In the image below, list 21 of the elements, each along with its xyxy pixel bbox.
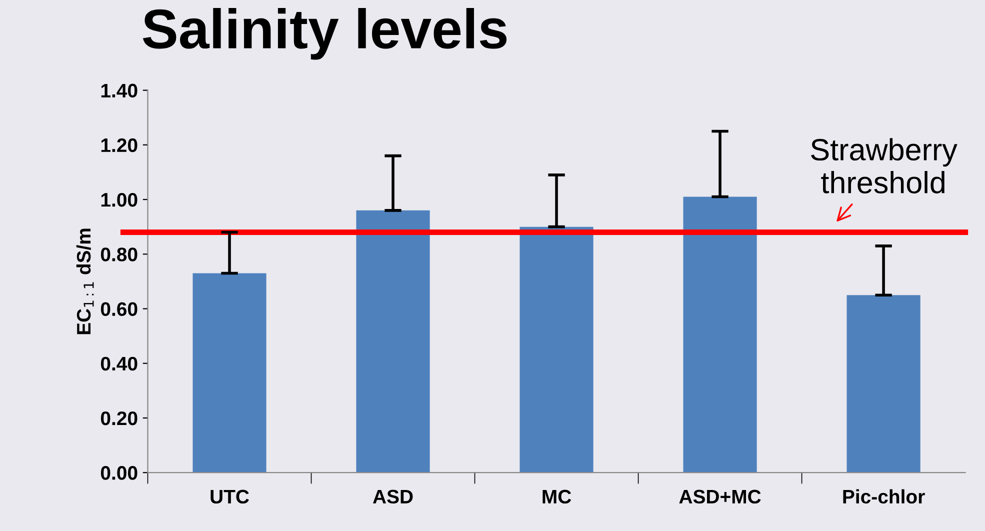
x-tick-label: ASD+MC	[679, 490, 761, 504]
y-tick-label: 0.20	[100, 411, 138, 426]
x-tick-label: UTC	[210, 490, 249, 504]
bar	[356, 210, 430, 473]
y-tick-label: 0.80	[100, 248, 138, 262]
x-tick-label: MC	[542, 490, 572, 504]
bar	[520, 226, 594, 473]
y-tick-label: 0.60	[100, 302, 138, 316]
x-tick-label: ASD	[372, 490, 413, 504]
y-tick-label: 1.20	[101, 138, 138, 152]
y-tick-label: 1.00	[101, 192, 138, 207]
bar	[192, 273, 266, 473]
y-tick-label: 0.00	[100, 466, 138, 480]
x-tick-label: Pic-chlor	[843, 489, 925, 504]
y-axis-title: EC$_{1:1}$ dS/m	[76, 228, 94, 334]
bar	[683, 196, 757, 473]
bar	[846, 295, 920, 473]
chart-title: Salinity levels	[142, 8, 507, 60]
y-tick-label: 1.40	[101, 84, 138, 98]
ref-line-label: Strawberry threshold	[811, 138, 958, 194]
y-tick-label: 0.40	[100, 356, 138, 371]
